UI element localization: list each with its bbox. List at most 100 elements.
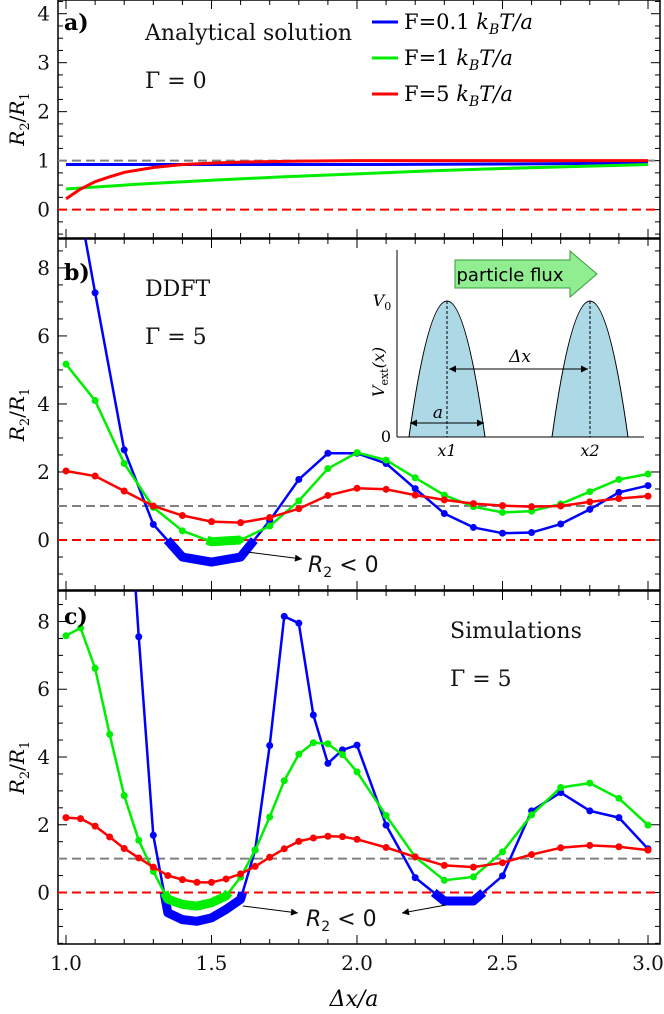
data-point [251, 846, 259, 854]
data-point [77, 815, 85, 823]
data-point [178, 512, 186, 520]
data-point [338, 833, 346, 841]
particle-flux-arrow [454, 249, 598, 299]
data-point [149, 520, 157, 528]
y-tick-label: 4 [37, 392, 50, 416]
data-point [469, 500, 477, 508]
data-point [644, 821, 652, 829]
plot-area [58, 128, 660, 567]
data-point [91, 397, 99, 405]
data-point [353, 835, 361, 843]
data-point [280, 777, 288, 785]
x-tick-label: 1.5 [196, 951, 228, 975]
data-point [586, 807, 594, 815]
y-tick-label: 0 [37, 198, 50, 222]
data-point [557, 520, 565, 528]
data-point [295, 505, 303, 513]
x1-label: x1 [437, 441, 456, 460]
panel-a: 0 1 2 3 4 R2/R1 [5, 0, 661, 239]
data-point [62, 360, 70, 368]
y-tick-label: 6 [37, 324, 50, 348]
data-point [338, 751, 346, 759]
data-point [208, 518, 215, 526]
annotation-b: R2 < 0 [246, 551, 379, 581]
data-point [528, 529, 536, 537]
data-point [382, 485, 390, 493]
negative-region-band [163, 537, 258, 567]
x-tick-label: 2.0 [341, 951, 373, 975]
data-point [528, 503, 536, 511]
data-point [382, 456, 390, 464]
y-tick-label: 0 [37, 881, 50, 905]
annotation-c-arrow-right [401, 904, 447, 916]
data-point [382, 812, 390, 820]
inset-diagram: particle flux Δx a x1 x2 V0 0 Vext(x) [369, 246, 655, 460]
delta-x-label: Δx [508, 347, 531, 367]
data-point [63, 128, 70, 135]
data-point [644, 470, 652, 478]
data-point [295, 475, 303, 483]
series-line [65, 469, 649, 524]
svg-text:R2 < 0: R2 < 0 [308, 553, 379, 581]
width-a-label: a [433, 403, 443, 423]
data-point [586, 505, 594, 513]
data-point [120, 446, 128, 454]
y-axis-label: R2/R1 [5, 92, 33, 146]
data-point [91, 822, 99, 830]
data-point [469, 863, 477, 871]
data-point [440, 509, 448, 517]
data-point [237, 536, 245, 544]
y-tick-label: 2 [37, 813, 50, 837]
x-axis-label: Δx/a [329, 987, 379, 1012]
annotation-b-arrow [246, 551, 303, 562]
y-tick-label: 4 [37, 745, 50, 769]
series-line [65, 159, 648, 201]
data-point [324, 832, 332, 840]
data-point [557, 783, 565, 791]
x-tick-label: 3.0 [632, 951, 664, 975]
panel-b-label: b) [64, 260, 90, 286]
y-tick-label: 0 [37, 528, 50, 552]
data-point [353, 768, 361, 776]
annotation-c-arrow-left [242, 905, 299, 916]
data-point [178, 527, 186, 535]
data-point [91, 289, 99, 297]
x-tick-label: 1.0 [50, 951, 82, 975]
data-point [135, 633, 143, 641]
data-point [135, 854, 143, 862]
data-point [237, 870, 245, 878]
data-point [280, 845, 288, 853]
data-point [644, 482, 652, 490]
data-point [91, 472, 99, 480]
data-point [615, 488, 623, 496]
data-point [149, 863, 157, 871]
data-point [222, 875, 230, 883]
data-point [382, 821, 390, 829]
data-point [499, 502, 506, 510]
legend-entry: F=5 kBT/a [404, 82, 513, 110]
data-point [266, 741, 274, 749]
data-point [120, 459, 128, 467]
data-point [411, 491, 419, 499]
negative-region-band [159, 891, 247, 926]
data-point [615, 475, 623, 483]
y-tick-label: 4 [37, 2, 50, 26]
data-point [62, 632, 70, 640]
data-point [586, 498, 594, 506]
data-point [353, 484, 361, 492]
y-axis-label: R2/R1 [5, 388, 33, 442]
data-point [411, 853, 419, 861]
data-point [353, 449, 361, 457]
data-point [193, 878, 201, 886]
data-point [120, 844, 128, 852]
zero-label: 0 [381, 427, 391, 446]
data-point [251, 862, 259, 870]
data-point [499, 508, 506, 516]
data-point [266, 853, 274, 861]
panel-c: 0 2 4 6 8 R2/R1 1.0 1.5 2.0 2.5 3.0 [5, 590, 664, 975]
data-point [149, 502, 157, 510]
data-point [106, 833, 114, 841]
data-point [309, 739, 317, 747]
data-point [324, 759, 332, 767]
